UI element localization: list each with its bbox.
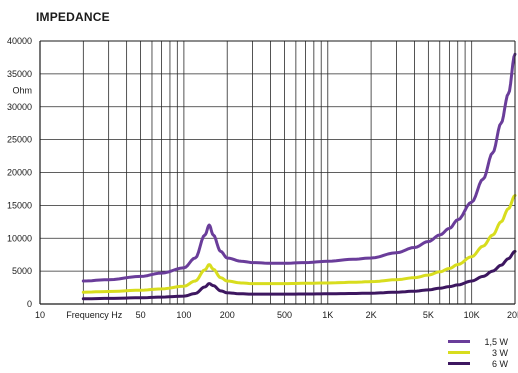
y-tick-label: 0 <box>27 299 32 309</box>
legend-swatch <box>448 351 470 354</box>
legend-item: 3 W <box>388 347 508 358</box>
y-tick-label: 10000 <box>7 233 32 243</box>
x-tick-label: 10 <box>35 310 45 320</box>
y-tick-label: 40000 <box>7 36 32 46</box>
series-line-1-5-w <box>81 52 517 283</box>
y-tick-label: 25000 <box>7 135 32 145</box>
legend-swatch <box>448 362 470 365</box>
x-tick-label: 2K <box>366 310 377 320</box>
series-lines <box>81 52 517 301</box>
y-axis-label: Ohm <box>12 85 32 95</box>
x-tick-label: 100 <box>176 310 191 320</box>
y-tick-label: 15000 <box>7 200 32 210</box>
x-tick-label: 500 <box>277 310 292 320</box>
legend-item: 6 W <box>388 358 508 369</box>
series-line-3-w <box>81 194 517 294</box>
legend-item: 1,5 W <box>388 336 508 347</box>
legend-label: 3 W <box>491 347 508 358</box>
x-axis-label: Frequency Hz <box>66 310 123 320</box>
series-line-6-w <box>81 249 517 301</box>
y-tick-label: 30000 <box>7 102 32 112</box>
x-tick-label: 10K <box>464 310 480 320</box>
chart-title: IMPEDANCE <box>36 10 110 24</box>
x-tick-label: 5K <box>423 310 434 320</box>
x-tick-label: 200 <box>220 310 235 320</box>
legend-swatch <box>448 340 470 343</box>
x-tick-label: 20K <box>507 310 518 320</box>
x-tick-label: 50 <box>136 310 146 320</box>
legend-label: 6 W <box>491 358 508 369</box>
y-tick-label: 35000 <box>7 69 32 79</box>
tick-labels: 0 5000 10000 15000 20000 25000 30000 35000 40000… <box>7 36 518 320</box>
y-tick-label: 5000 <box>12 266 32 276</box>
axes <box>39 40 516 305</box>
x-tick-label: 1K <box>322 310 333 320</box>
y-tick-label: 20000 <box>7 168 32 178</box>
legend-label: 1,5 W <box>484 336 508 347</box>
